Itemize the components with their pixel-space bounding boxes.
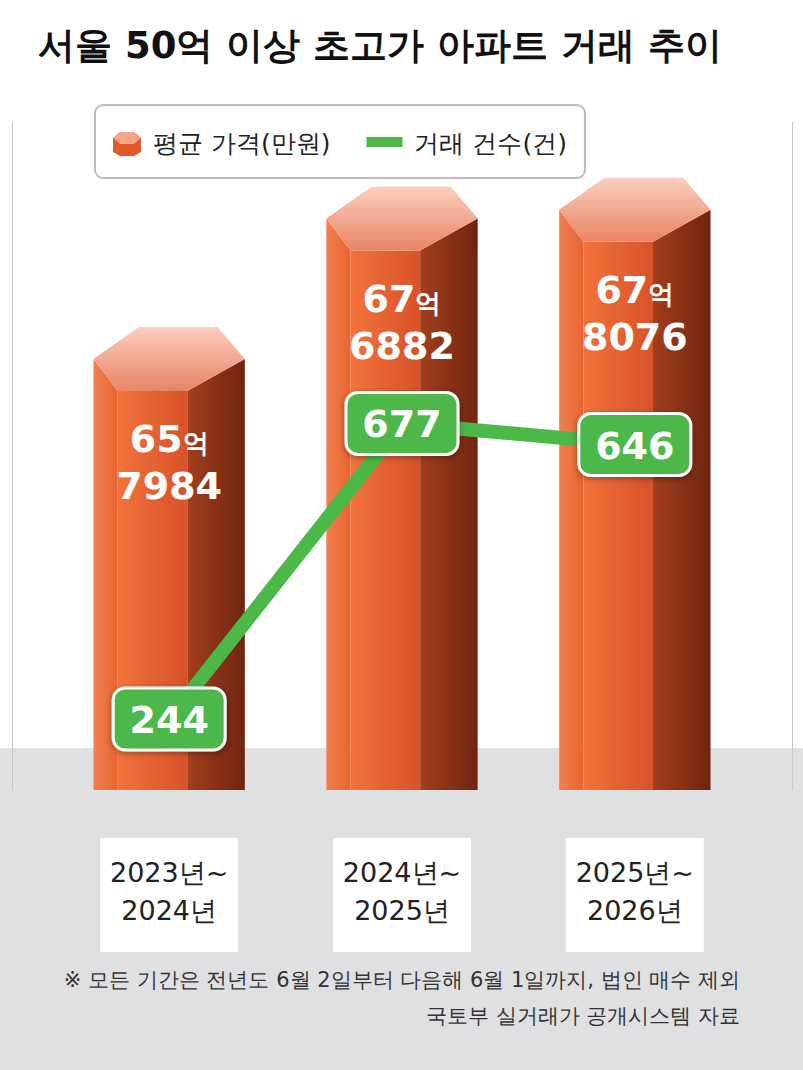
legend: 평균 가격(만원) 거래 건수(건) (95, 105, 585, 178)
legend-swatch (113, 132, 141, 156)
y-axis-line (12, 122, 13, 791)
bar-value-label: 67억8076 (582, 268, 688, 359)
x-tick-label: 2024년~2025년 (343, 857, 461, 926)
bar (93, 327, 244, 790)
bar-top (93, 327, 244, 391)
bar-left-face (559, 210, 583, 790)
title: 서울 50억 이상 초고가 아파트 거래 추이 (38, 24, 722, 67)
line (169, 423, 635, 719)
annotation: 국토부 실거래가 공개시스템 자료 (426, 1004, 740, 1028)
labels: 65억7984 67억6882 67억8076 244 677 646 (113, 268, 691, 750)
category-box (566, 838, 704, 952)
y2-axis-line (792, 122, 793, 791)
line-value-label: 677 (362, 402, 441, 446)
bar-top (326, 187, 477, 251)
legend-swatch-top (113, 132, 141, 144)
x-tick-label: 2023년~2024년 (110, 857, 228, 926)
line-value-label: 646 (595, 424, 674, 468)
bar-value-label: 65억7984 (116, 417, 222, 508)
bar-top (559, 178, 710, 242)
legend-swatch (366, 137, 402, 147)
legend-label: 평균 가격(만원) (153, 129, 330, 158)
legend-label: 거래 건수(건) (414, 129, 566, 158)
annotation: ※ 모든 기간은 전년도 6월 2일부터 다음해 6월 1일까지, 법인 매수 … (64, 968, 740, 992)
chart-svg: 서울 50억 이상 초고가 아파트 거래 추이 65억7984 67억6882 67억… (0, 0, 803, 1070)
bar (559, 178, 710, 790)
line-label-box (346, 392, 458, 454)
bar-value-label: 67억6882 (349, 277, 455, 368)
y2-axis (792, 122, 793, 791)
legend-box (95, 105, 585, 178)
x-axis: 2023년~2024년 2024년~2025년 2025년~2026년 (100, 838, 704, 952)
line-label-box (579, 414, 691, 476)
category-box (100, 838, 238, 952)
y-axis (12, 122, 13, 791)
line-value-label: 244 (130, 698, 209, 742)
plot-area (93, 178, 710, 790)
floor (0, 748, 803, 1070)
x-tick-label: 2025년~2026년 (576, 857, 694, 926)
category-box (333, 838, 471, 952)
line-label-box (113, 688, 225, 750)
chart-root: 서울 50억 이상 초고가 아파트 거래 추이 65억7984 67억6882 67억… (0, 0, 803, 1070)
